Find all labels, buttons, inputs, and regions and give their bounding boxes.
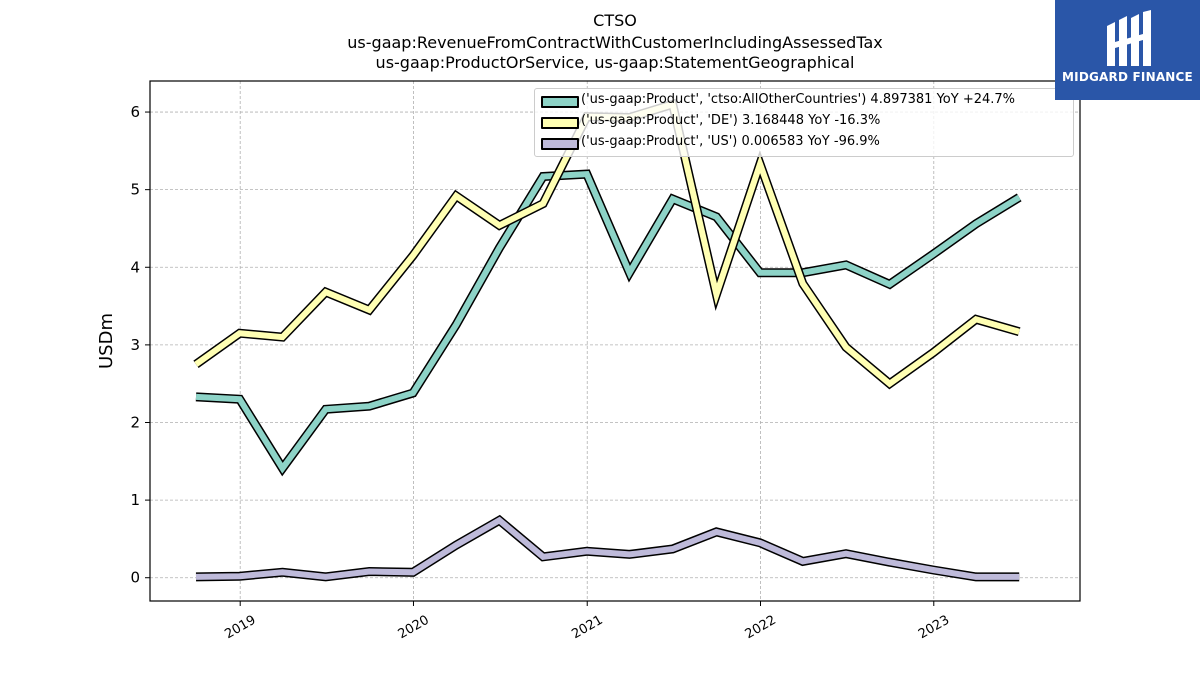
legend-label: ('us-gaap:Product', 'ctso:AllOtherCountr… — [581, 92, 1016, 107]
legend-swatch — [541, 117, 579, 129]
brand-logo: MIDGARD FINANCE — [1055, 0, 1200, 100]
y-axis-label: USDm — [96, 313, 117, 369]
series-line-2 — [195, 516, 1020, 580]
series-outline-2 — [195, 514, 1020, 582]
chart-title: CTSO — [593, 11, 637, 30]
y-tick-label: 5 — [130, 181, 140, 199]
legend-item-de: ('us-gaap:Product', 'DE') 3.168448 YoY -… — [535, 112, 1073, 132]
plot-frame — [149, 80, 1081, 602]
x-tick-label: 2020 — [396, 613, 432, 643]
chart-subtitle-dimensions: us-gaap:ProductOrService, us-gaap:Statem… — [375, 53, 855, 72]
x-tick-label: 2019 — [222, 613, 258, 643]
legend-label: ('us-gaap:Product', 'DE') 3.168448 YoY -… — [581, 113, 881, 128]
chart-legend: ('us-gaap:Product', 'ctso:AllOtherCountr… — [534, 88, 1074, 157]
chart-subtitle-concept: us-gaap:RevenueFromContractWithCustomerI… — [347, 33, 883, 52]
y-tick-label: 3 — [130, 336, 140, 354]
y-tick-label: 0 — [130, 569, 140, 587]
legend-label: ('us-gaap:Product', 'US') 0.006583 YoY -… — [581, 134, 880, 149]
y-tick-label: 1 — [130, 491, 140, 509]
x-tick-label: 2021 — [569, 613, 605, 643]
x-tick-label: 2023 — [916, 613, 952, 643]
y-tick-label: 2 — [130, 413, 140, 431]
y-tick-label: 4 — [130, 258, 140, 276]
legend-swatch — [541, 96, 579, 108]
y-tick-label: 6 — [130, 103, 140, 121]
x-tick-label: 2022 — [743, 613, 779, 643]
midgard-logo-icon — [1107, 10, 1151, 66]
logo-text: MIDGARD FINANCE — [1062, 70, 1193, 84]
legend-item-us: ('us-gaap:Product', 'US') 0.006583 YoY -… — [535, 133, 1073, 153]
legend-swatch — [541, 138, 579, 150]
legend-item-all-other-countries: ('us-gaap:Product', 'ctso:AllOtherCountr… — [535, 91, 1073, 111]
series-line-0 — [195, 170, 1021, 474]
